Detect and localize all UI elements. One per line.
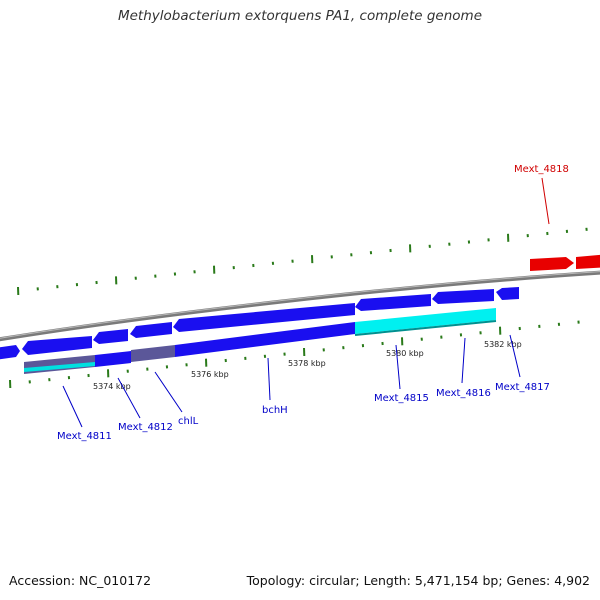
gene-arrow[interactable] xyxy=(355,294,431,311)
gene-arrow[interactable] xyxy=(0,345,20,360)
gene-bar-4811-highlight xyxy=(24,362,95,372)
scale-label: 5376 kbp xyxy=(191,370,229,379)
scale-label: 5380 kbp xyxy=(386,349,424,358)
scale-label: 5378 kbp xyxy=(288,359,326,368)
gene-labels: Mext_4811 Mext_4812 chlL bchH Mext_4815 … xyxy=(57,164,569,442)
accession-text: Accession: NC_010172 xyxy=(9,573,152,588)
gene-label[interactable]: Mext_4811 xyxy=(57,431,112,442)
leader-lines xyxy=(62,177,550,428)
gene-arrow[interactable] xyxy=(173,303,355,332)
gene-label[interactable]: chlL xyxy=(178,416,199,427)
lower-gene-track xyxy=(24,308,497,374)
upper-gene-track xyxy=(0,287,519,360)
gene-arrow[interactable] xyxy=(130,322,172,338)
genome-backbone-highlight xyxy=(0,271,600,339)
gene-bar-bchH[interactable] xyxy=(175,322,355,357)
gene-bar-4815-4817[interactable] xyxy=(355,308,496,334)
gene-bar-chlL[interactable] xyxy=(131,345,175,362)
gene-label[interactable]: Mext_4812 xyxy=(118,422,173,433)
gene-arrow[interactable] xyxy=(22,336,92,355)
scale-label: 5374 kbp xyxy=(93,382,131,391)
gene-label[interactable]: Mext_4815 xyxy=(374,393,429,404)
gene-label[interactable]: Mext_4816 xyxy=(436,388,491,399)
map-title: Methylobacterium extorquens PA1, complet… xyxy=(117,8,483,24)
gene-arrow[interactable] xyxy=(93,329,128,344)
lower-tick-row xyxy=(9,320,580,389)
gene-arrow[interactable] xyxy=(432,289,494,304)
scale-labels: 5374 kbp 5376 kbp 5378 kbp 5380 kbp 5382… xyxy=(93,340,522,391)
red-gene-track xyxy=(530,254,600,271)
genome-backbone xyxy=(0,270,600,342)
gene-arrow[interactable] xyxy=(496,287,519,300)
genome-summary-text: Topology: circular; Length: 5,471,154 bp… xyxy=(246,573,590,588)
gene-label[interactable]: Mext_4818 xyxy=(514,164,569,175)
gene-arrow-red[interactable] xyxy=(530,257,574,271)
gene-label[interactable]: Mext_4817 xyxy=(495,382,550,393)
scale-label: 5382 kbp xyxy=(484,340,522,349)
upper-tick-row xyxy=(17,227,588,296)
gene-arrow-red[interactable] xyxy=(576,254,600,269)
gene-bar-shadow xyxy=(354,320,497,336)
gene-label[interactable]: bchH xyxy=(262,405,288,416)
gene-bar-4812[interactable] xyxy=(95,351,131,367)
